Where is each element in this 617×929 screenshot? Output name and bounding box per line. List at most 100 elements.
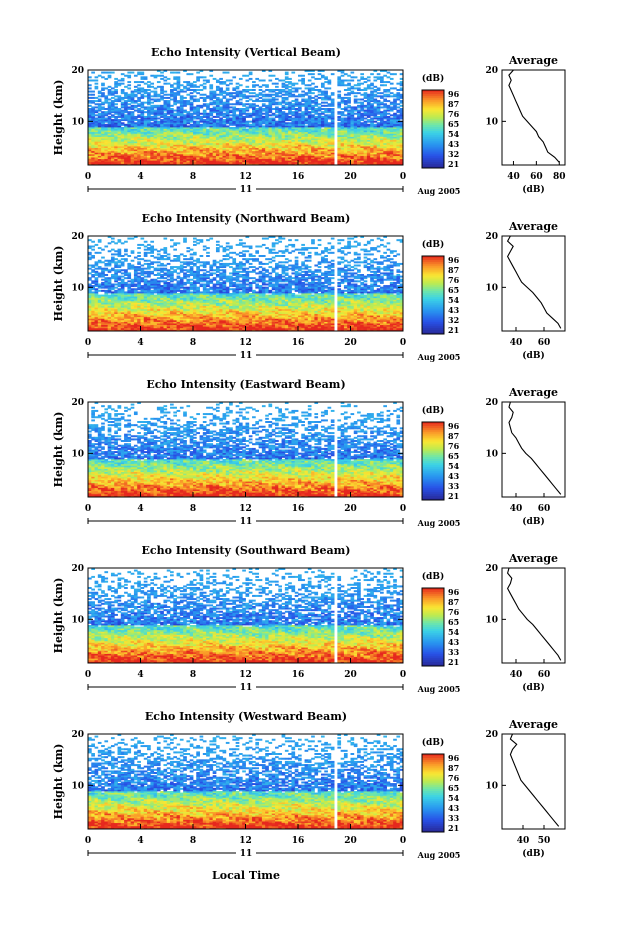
heatmap-cell (170, 131, 174, 134)
heatmap-cell (202, 93, 207, 96)
heatmap-cell (252, 133, 256, 136)
heatmap-cell (209, 92, 214, 95)
x-tick-label: 12 (239, 172, 252, 182)
profile-title: Average (508, 54, 558, 67)
heatmap-cell (140, 90, 145, 93)
heatmap-cell (252, 111, 256, 114)
heatmap-cell (215, 130, 220, 133)
heatmap-cell (153, 93, 158, 96)
heatmap-cell (127, 131, 132, 134)
heatmap-cell (311, 114, 315, 117)
heatmap-cell (156, 149, 161, 152)
heatmap-cell (163, 139, 168, 142)
heatmap-cell (248, 98, 253, 101)
heatmap-cell (183, 101, 187, 104)
heatmap-cell (117, 146, 122, 148)
heatmap-cell (252, 152, 256, 155)
heatmap-cell (91, 96, 95, 99)
colorbar-label: (dB) (422, 73, 444, 84)
heatmap-cell (225, 122, 230, 125)
heatmap-cell (183, 85, 187, 88)
heatmap-cell (248, 163, 253, 166)
heatmap-cell (209, 122, 214, 125)
heatmap-cell (209, 103, 214, 106)
heatmap-cell (160, 122, 164, 125)
heatmap-cell (147, 133, 151, 136)
heatmap-cell (193, 100, 197, 103)
heatmap-cell (101, 149, 105, 152)
heatmap-cell (196, 157, 200, 160)
heatmap-cell (314, 108, 319, 110)
heatmap-cell (143, 146, 148, 148)
heatmap-cell (97, 289, 102, 292)
heatmap-cell (281, 96, 286, 99)
heatmap-cell (235, 155, 240, 158)
heatmap-cell (232, 155, 237, 158)
heatmap-cell (130, 264, 135, 267)
heatmap-cell (143, 147, 148, 150)
heatmap-cell (170, 150, 174, 153)
heatmap-cell (219, 92, 223, 95)
heatmap-cell (252, 81, 256, 84)
heatmap-cell (202, 120, 207, 123)
heatmap-cell (94, 103, 99, 106)
heatmap-cell (366, 84, 371, 87)
heatmap-cell (179, 141, 184, 144)
heatmap-cell (324, 104, 328, 107)
heatmap-cell (376, 122, 381, 125)
heatmap-cell (140, 120, 145, 123)
heatmap-cell (317, 93, 322, 96)
heatmap-cell (189, 109, 194, 112)
heatmap-cell (222, 125, 227, 128)
heatmap-cell (114, 261, 118, 264)
heatmap-cell (124, 130, 128, 133)
heatmap-cell (104, 108, 109, 110)
heatmap-cell (255, 122, 260, 125)
heatmap-cell (252, 161, 256, 164)
heatmap-cell (130, 117, 135, 120)
heatmap-cell (193, 147, 197, 150)
heatmap-cell (94, 139, 99, 142)
heatmap-cell (202, 138, 207, 141)
heatmap-cell (327, 122, 332, 125)
heatmap-cell (117, 288, 122, 291)
heatmap-cell (186, 155, 191, 158)
heatmap-cell (140, 81, 145, 84)
heatmap-cell (153, 161, 158, 164)
heatmap-cell (229, 146, 233, 148)
heatmap-cell (242, 155, 246, 158)
heatmap-cell (179, 147, 184, 150)
heatmap-cell (189, 150, 194, 153)
heatmap-cell (153, 104, 158, 107)
heatmap-cell (199, 153, 204, 156)
heatmap-cell (140, 101, 145, 104)
heatmap-cell (242, 149, 246, 152)
heatmap-cell (229, 92, 233, 95)
heatmap-cell (186, 144, 191, 147)
heatmap-cell (252, 128, 256, 131)
heatmap-cell (143, 106, 148, 109)
heatmap-cell (206, 152, 210, 155)
heatmap-cell (110, 142, 115, 145)
heatmap-cell (242, 134, 246, 137)
heatmap-cell (248, 128, 253, 131)
heatmap-cell (215, 123, 220, 126)
heatmap-cell (110, 256, 115, 259)
heatmap-cell (114, 119, 118, 122)
heatmap-cell (91, 130, 95, 133)
heatmap-cell (140, 149, 145, 152)
heatmap-cell (183, 149, 187, 152)
heatmap-cell (258, 120, 263, 123)
heatmap-cell (235, 133, 240, 136)
heatmap-cell (314, 89, 319, 91)
heatmap-cell (156, 133, 161, 136)
heatmap-cell (193, 90, 197, 93)
heatmap-cell (186, 100, 191, 103)
x-tick-label: 4 (137, 172, 143, 182)
heatmap-cell (189, 112, 194, 115)
heatmap-cell (255, 146, 260, 148)
heatmap-cell (173, 95, 177, 98)
heatmap-cell (127, 84, 132, 87)
heatmap-cell (242, 103, 246, 106)
heatmap-cell (124, 155, 128, 158)
